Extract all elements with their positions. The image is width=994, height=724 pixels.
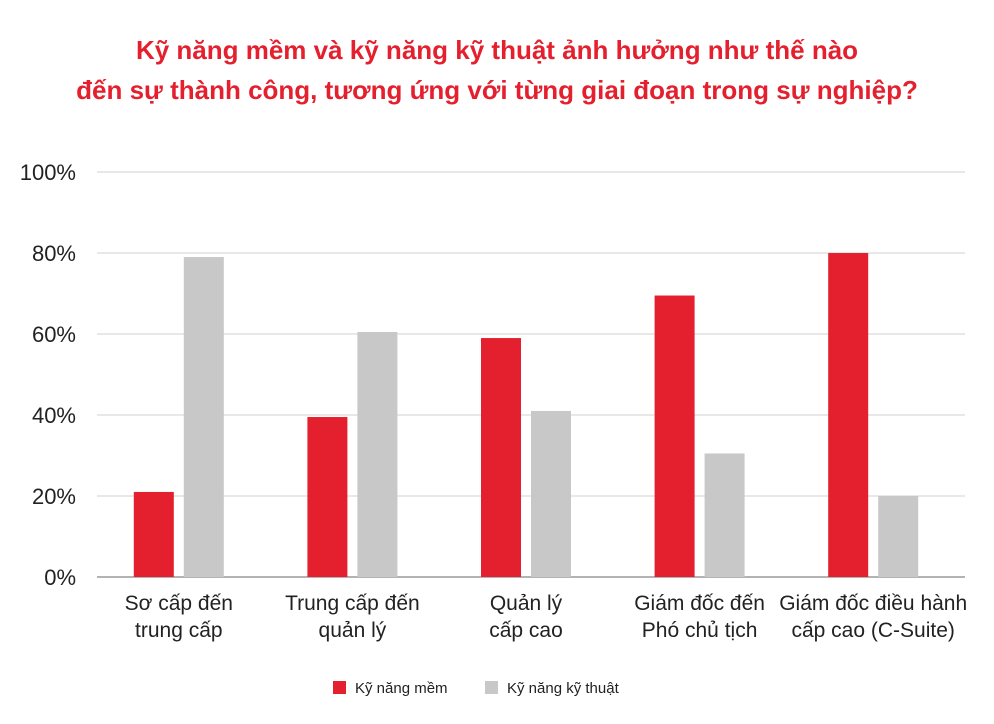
- bar-technical-skills: [183, 257, 224, 577]
- y-tick-label: 0%: [44, 565, 76, 590]
- x-category-label-line: quản lý: [319, 619, 387, 642]
- chart-title-line-1: Kỹ năng mềm và kỹ năng kỹ thuật ảnh hưởn…: [135, 35, 859, 65]
- x-category-label-line: cấp cao: [489, 619, 563, 642]
- y-tick-label: 80%: [32, 241, 76, 266]
- legend-label: Kỹ năng kỹ thuật: [507, 680, 620, 697]
- x-category-label-line: trung cấp: [135, 619, 223, 642]
- x-category-label: Quản lý cấp cao: [489, 592, 563, 642]
- x-category-label: Giám đốc điều hành cấp cao (C-Suite): [779, 592, 967, 642]
- x-category-label-line: Sơ cấp đến: [125, 592, 233, 615]
- y-tick-label: 100%: [20, 160, 76, 185]
- x-category-label-line: cấp cao (C-Suite): [791, 619, 954, 642]
- y-tick-label: 60%: [32, 322, 76, 347]
- bar-technical-skills: [531, 410, 571, 577]
- bar-soft-skills: [828, 253, 869, 577]
- legend-label: Kỹ năng mềm: [355, 680, 448, 697]
- legend-swatch: [333, 681, 346, 694]
- bar-technical-skills: [357, 331, 398, 577]
- bar-technical-skills: [878, 496, 919, 577]
- legend-swatch: [485, 681, 498, 694]
- bar-soft-skills: [133, 491, 174, 577]
- chart-title-line-2: đến sự thành công, tương ứng với từng gi…: [76, 75, 918, 105]
- x-category-label: Giám đốc đến Phó chủ tịch: [634, 592, 765, 642]
- bar-soft-skills: [481, 338, 521, 577]
- bar-technical-skills: [704, 453, 745, 577]
- x-category-label-line: Giám đốc điều hành: [779, 592, 967, 615]
- x-category-label-line: Trung cấp đến: [285, 592, 420, 615]
- x-category-label: Sơ cấp đến trung cấp: [125, 592, 233, 642]
- bar-soft-skills: [307, 417, 348, 577]
- x-category-label-line: Phó chủ tịch: [642, 619, 758, 642]
- y-tick-label: 20%: [32, 484, 76, 509]
- bar-soft-skills: [654, 295, 695, 577]
- chart-title: Kỹ năng mềm và kỹ năng kỹ thuật ảnh hưởn…: [0, 30, 994, 110]
- x-category-label: Trung cấp đến quản lý: [285, 592, 420, 642]
- y-tick-label: 40%: [32, 403, 76, 428]
- x-category-label-line: Quản lý: [490, 592, 563, 615]
- x-category-label-line: Giám đốc đến: [634, 592, 765, 615]
